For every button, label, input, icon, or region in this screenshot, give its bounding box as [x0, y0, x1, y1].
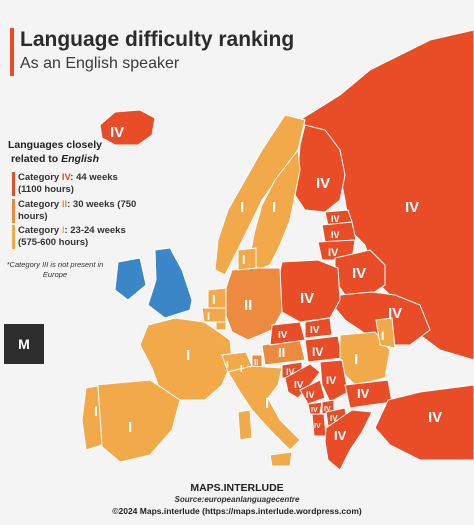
- label-iceland: IV: [110, 124, 124, 141]
- legend-heading-related: related to: [10, 153, 59, 165]
- region-ireland[interactable]: [114, 257, 147, 301]
- region-sardinia[interactable]: [237, 409, 253, 441]
- region-netherlands[interactable]: [207, 287, 227, 309]
- legend-heading: Languages closely related to English: [6, 138, 104, 166]
- region-france[interactable]: [139, 317, 233, 401]
- label-hungary: IV: [312, 345, 323, 359]
- region-hungary[interactable]: [304, 335, 343, 363]
- label-portugal: I: [94, 403, 98, 419]
- title-accent-bar: [10, 28, 14, 76]
- legend-item-cat1-text: : 23-24 weeks (575-600 hours): [18, 225, 126, 248]
- region-uk[interactable]: [147, 247, 193, 319]
- region-ukraine[interactable]: [334, 291, 431, 346]
- label-norway: I: [240, 199, 244, 216]
- page-title: Language difficulty ranking: [20, 28, 295, 51]
- region-iceland[interactable]: [99, 109, 156, 146]
- credit-copyright: ©2024 Maps.interlude (https://maps.inter…: [112, 506, 362, 516]
- label-denmark: I: [242, 252, 246, 267]
- label-belgium: I: [207, 311, 210, 323]
- label-macedonia: IV: [330, 414, 338, 423]
- label-ukraine: IV: [388, 305, 402, 322]
- legend-item-cat4-label: Category: [18, 172, 62, 183]
- region-sicily[interactable]: [269, 451, 293, 467]
- label-sweden: I: [272, 199, 276, 216]
- label-poland: IV: [300, 290, 314, 307]
- region-portugal[interactable]: [81, 385, 103, 451]
- region-slovakia[interactable]: [304, 317, 333, 339]
- region-greece[interactable]: [324, 409, 373, 471]
- label-bosnia: IV: [306, 390, 315, 400]
- label-netherlands: I: [212, 292, 216, 307]
- region-serbia[interactable]: [319, 359, 349, 403]
- region-belgium[interactable]: [201, 307, 227, 323]
- label-switzerland-2: I: [240, 364, 243, 375]
- label-moldova: I: [381, 329, 384, 343]
- label-turkey: IV: [428, 409, 442, 426]
- region-turkey[interactable]: [374, 384, 474, 461]
- region-latvia[interactable]: [321, 221, 357, 243]
- credit-source: Source:europeanlanguagecentre: [174, 495, 300, 504]
- label-liechtenstein: II: [254, 358, 258, 367]
- label-slovakia: IV: [310, 325, 320, 336]
- legend-item-cat4: Category IV: 44 weeks (1100 hours): [18, 172, 138, 196]
- label-lithuania: IV: [328, 247, 339, 259]
- region-bosnia[interactable]: [299, 379, 326, 405]
- label-greece: IV: [334, 428, 347, 443]
- page-subtitle: As an English speaker: [20, 55, 180, 72]
- legend-item-cat1: Category I: 23-24 weeks (575-600 hours): [18, 225, 138, 249]
- legend-bar-cat4: [12, 172, 15, 196]
- legend-item-cat1-num: I: [61, 225, 65, 236]
- legend-item-cat2-label: Category: [18, 199, 62, 210]
- label-italy: I: [265, 395, 269, 412]
- label-russia: IV: [405, 199, 419, 216]
- legend-item-cat2-text: : 30 weeks (750 hours): [18, 199, 137, 222]
- label-austria: II: [278, 345, 285, 360]
- legend-item-cat4-text: : 44 weeks (1100 hours): [18, 172, 118, 195]
- credit-brand: MAPS.INTERLUDE: [190, 482, 284, 494]
- label-switzerland-1: I: [226, 360, 229, 371]
- legend-bar-cat1: [12, 225, 15, 249]
- label-serbia: IV: [326, 375, 337, 387]
- legend-item-cat2: Category II: 30 weeks (750 hours): [18, 199, 138, 223]
- legend-item-cat1-label: Category: [18, 225, 62, 236]
- label-montenegro: IV: [311, 407, 318, 414]
- label-latvia: IV: [331, 230, 340, 240]
- legend-item-cat2-num: II: [61, 199, 68, 210]
- label-czech: IV: [278, 330, 288, 341]
- label-romania: I: [354, 351, 358, 368]
- region-italy[interactable]: [227, 365, 301, 451]
- label-finland: IV: [316, 175, 330, 192]
- legend-item-cat4-num: IV: [61, 172, 71, 183]
- region-spain[interactable]: [91, 379, 181, 463]
- region-luxembourg[interactable]: [215, 321, 227, 331]
- label-bulgaria: IV: [357, 386, 370, 401]
- label-slovenia: IV: [286, 367, 295, 377]
- maps-interlude-logo: M: [4, 324, 44, 364]
- region-moldova[interactable]: [375, 317, 396, 349]
- legend-note: *Category III is not present in Europe: [6, 260, 104, 279]
- label-croatia: IV: [294, 380, 304, 391]
- label-germany: II: [244, 297, 252, 314]
- label-estonia: IV: [331, 214, 340, 224]
- legend-heading-lang: English: [61, 153, 100, 165]
- legend-bar-cat2: [12, 199, 15, 223]
- label-kosovo: IV: [324, 406, 331, 413]
- label-belarus: IV: [352, 265, 366, 282]
- legend-heading-prefix: Languages closely: [8, 139, 102, 151]
- region-denmark[interactable]: [237, 247, 257, 271]
- label-spain: I: [128, 419, 132, 436]
- label-albania: IV: [314, 423, 321, 430]
- label-france: I: [186, 347, 190, 364]
